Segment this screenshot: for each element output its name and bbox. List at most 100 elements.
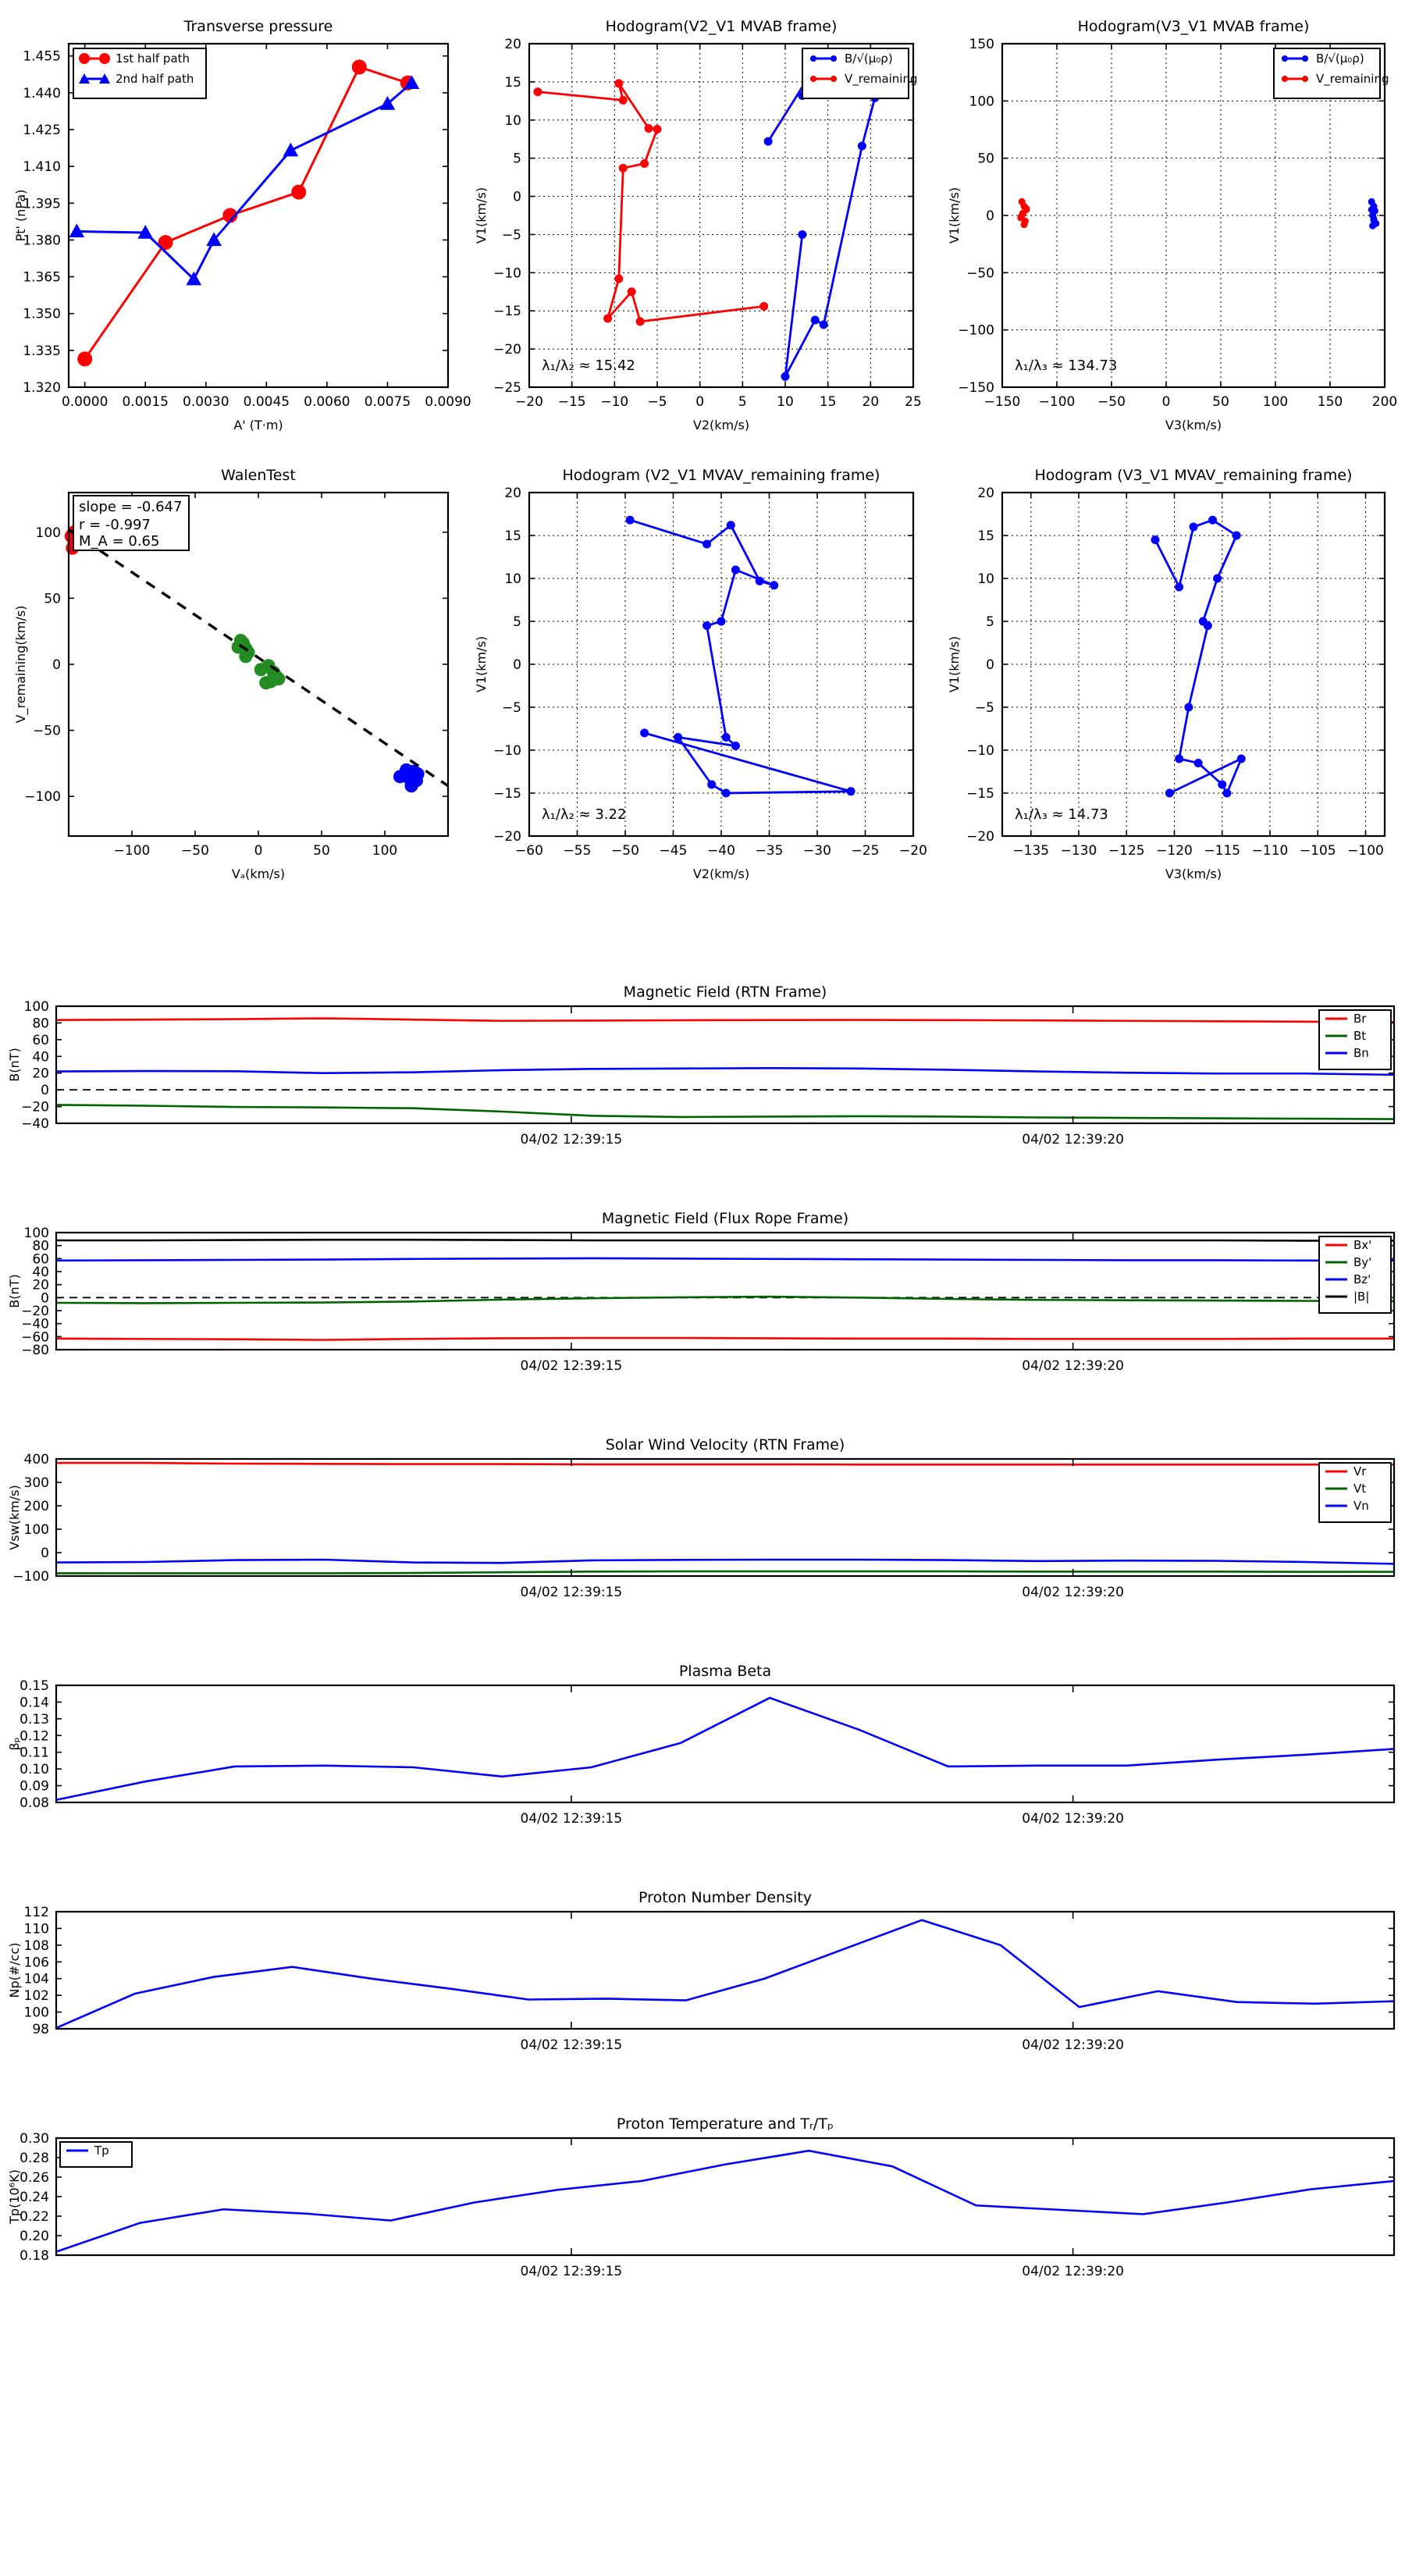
tick-label-x: −40 (707, 843, 735, 859)
tick-label-y: 104 (24, 1972, 49, 1987)
tick-label-x: −50 (181, 843, 209, 859)
data-point (755, 576, 764, 585)
tick-label-y: −60 (21, 1329, 49, 1345)
tick-label-y: 0.18 (20, 2248, 49, 2264)
tick-label-y: 100 (24, 1522, 49, 1538)
tick-label-y: −10 (493, 743, 521, 759)
data-point (1175, 754, 1184, 763)
tick-label-x: 0.0060 (304, 394, 350, 410)
tick-label-y: 0.11 (20, 1745, 49, 1761)
x-axis-label: V2(km/s) (693, 418, 749, 432)
tick-label-y: 5 (513, 151, 521, 167)
tick-label-x: 200 (1372, 394, 1397, 410)
tick-label-x: 0 (254, 843, 263, 859)
data-point (640, 159, 649, 169)
stat-r: r = -0.997 (79, 517, 151, 533)
tick-label-x: 5 (738, 394, 747, 410)
legend-label: Vn (1353, 1499, 1369, 1513)
tick-label-y: −5 (502, 227, 521, 243)
data-point (77, 351, 93, 367)
tick-label-y: −40 (21, 1317, 49, 1332)
tick-label-x: 0.0015 (122, 394, 168, 410)
legend-label: Bn (1353, 1046, 1369, 1060)
data-point (1189, 522, 1198, 532)
data-point (810, 315, 820, 325)
plot-frame (55, 1005, 1396, 1125)
tick-label-y: −50 (33, 724, 61, 739)
fit-line (68, 528, 449, 788)
tick-label-x: −100 (1347, 843, 1384, 859)
tick-label-y: 0.30 (20, 2131, 49, 2147)
legend-marker (1302, 76, 1308, 82)
data-point (1208, 515, 1217, 525)
data-point (759, 301, 769, 311)
tick-label-x: −55 (564, 843, 592, 859)
data-point (1369, 222, 1377, 229)
tick-label-x: 10 (777, 394, 794, 410)
data-point (702, 621, 712, 630)
tick-label-y: 0 (41, 1290, 49, 1306)
chart-title: WalenTest (221, 467, 296, 484)
y-axis-label: V1(km/s) (947, 187, 962, 244)
tick-label-y: 50 (977, 151, 994, 167)
chart-title: Proton Temperature and Tᵣ/Tₚ (617, 2115, 834, 2133)
data-point (731, 565, 740, 575)
tick-label-y: −15 (966, 786, 994, 802)
legend-label: Bt (1353, 1029, 1366, 1043)
chart-title: Magnetic Field (Flux Rope Frame) (602, 1210, 848, 1227)
tick-label-y: 1.335 (23, 343, 61, 359)
data-point (533, 87, 542, 97)
chart-title: Solar Wind Velocity (RTN Frame) (606, 1436, 845, 1453)
tick-label-y: 10 (504, 113, 521, 129)
legend-box (1318, 1462, 1392, 1523)
tick-label-y: −150 (958, 380, 994, 396)
tick-label-y: 1.365 (23, 270, 61, 286)
plot-frame (55, 1910, 1396, 2030)
data-point (721, 788, 731, 798)
data-point (158, 235, 173, 251)
legend-marker (1302, 55, 1308, 62)
data-point (726, 521, 735, 530)
tick-label-y: −20 (493, 829, 521, 845)
y-axis-label: Np(#/cc) (7, 1943, 22, 1998)
tick-label-x: 04/02 12:39:20 (1022, 1811, 1124, 1827)
tick-label-x: 50 (313, 843, 330, 859)
tick-label-y: 1.425 (23, 123, 61, 138)
eigenvalue-ratio-annotation: λ₁/λ₃ ≈ 14.73 (1015, 806, 1108, 823)
tick-label-y: 0 (986, 657, 994, 673)
tick-label-x: 0.0045 (244, 394, 290, 410)
data-point (618, 163, 628, 173)
tick-label-x: −105 (1300, 843, 1336, 859)
data-point (1175, 582, 1184, 592)
eigenvalue-ratio-annotation: λ₁/λ₂ ≈ 3.22 (542, 806, 626, 823)
tick-label-x: 0 (1162, 394, 1171, 410)
legend-box (802, 48, 909, 99)
plot-frame (55, 1457, 1396, 1578)
tick-label-x: 15 (820, 394, 837, 410)
tick-label-y: −20 (966, 829, 994, 845)
y-axis-label: Pt' (nPa) (13, 190, 28, 242)
y-axis-label: βₚ (7, 1737, 22, 1750)
chart-title: Proton Number Density (638, 1889, 812, 1906)
data-point (1020, 221, 1028, 229)
chart-title: Plasma Beta (679, 1663, 771, 1680)
data-point (781, 372, 790, 381)
series-line (1154, 518, 1243, 796)
tick-label-y: 0.26 (20, 2170, 49, 2186)
tick-label-x: −35 (756, 843, 784, 859)
data-point (351, 59, 367, 75)
tick-label-y: 15 (977, 528, 994, 544)
tick-label-y: −40 (21, 1116, 49, 1132)
tick-label-y: −5 (502, 700, 521, 716)
legend-marker (810, 55, 816, 62)
chart-title: Hodogram (V2_V1 MVAV_remaining frame) (563, 467, 880, 484)
data-point (846, 787, 855, 796)
tick-label-x: −115 (1204, 843, 1240, 859)
series-line (84, 66, 408, 360)
tick-label-y: 20 (977, 486, 994, 501)
stat-slope: slope = -0.647 (79, 499, 182, 515)
tick-label-y: 0 (513, 190, 521, 205)
tick-label-y: 20 (504, 37, 521, 52)
panel-magnetic-field-rtn: Magnetic Field (RTN Frame) −40 −20 0 20 40 60 8… (0, 980, 1405, 1167)
